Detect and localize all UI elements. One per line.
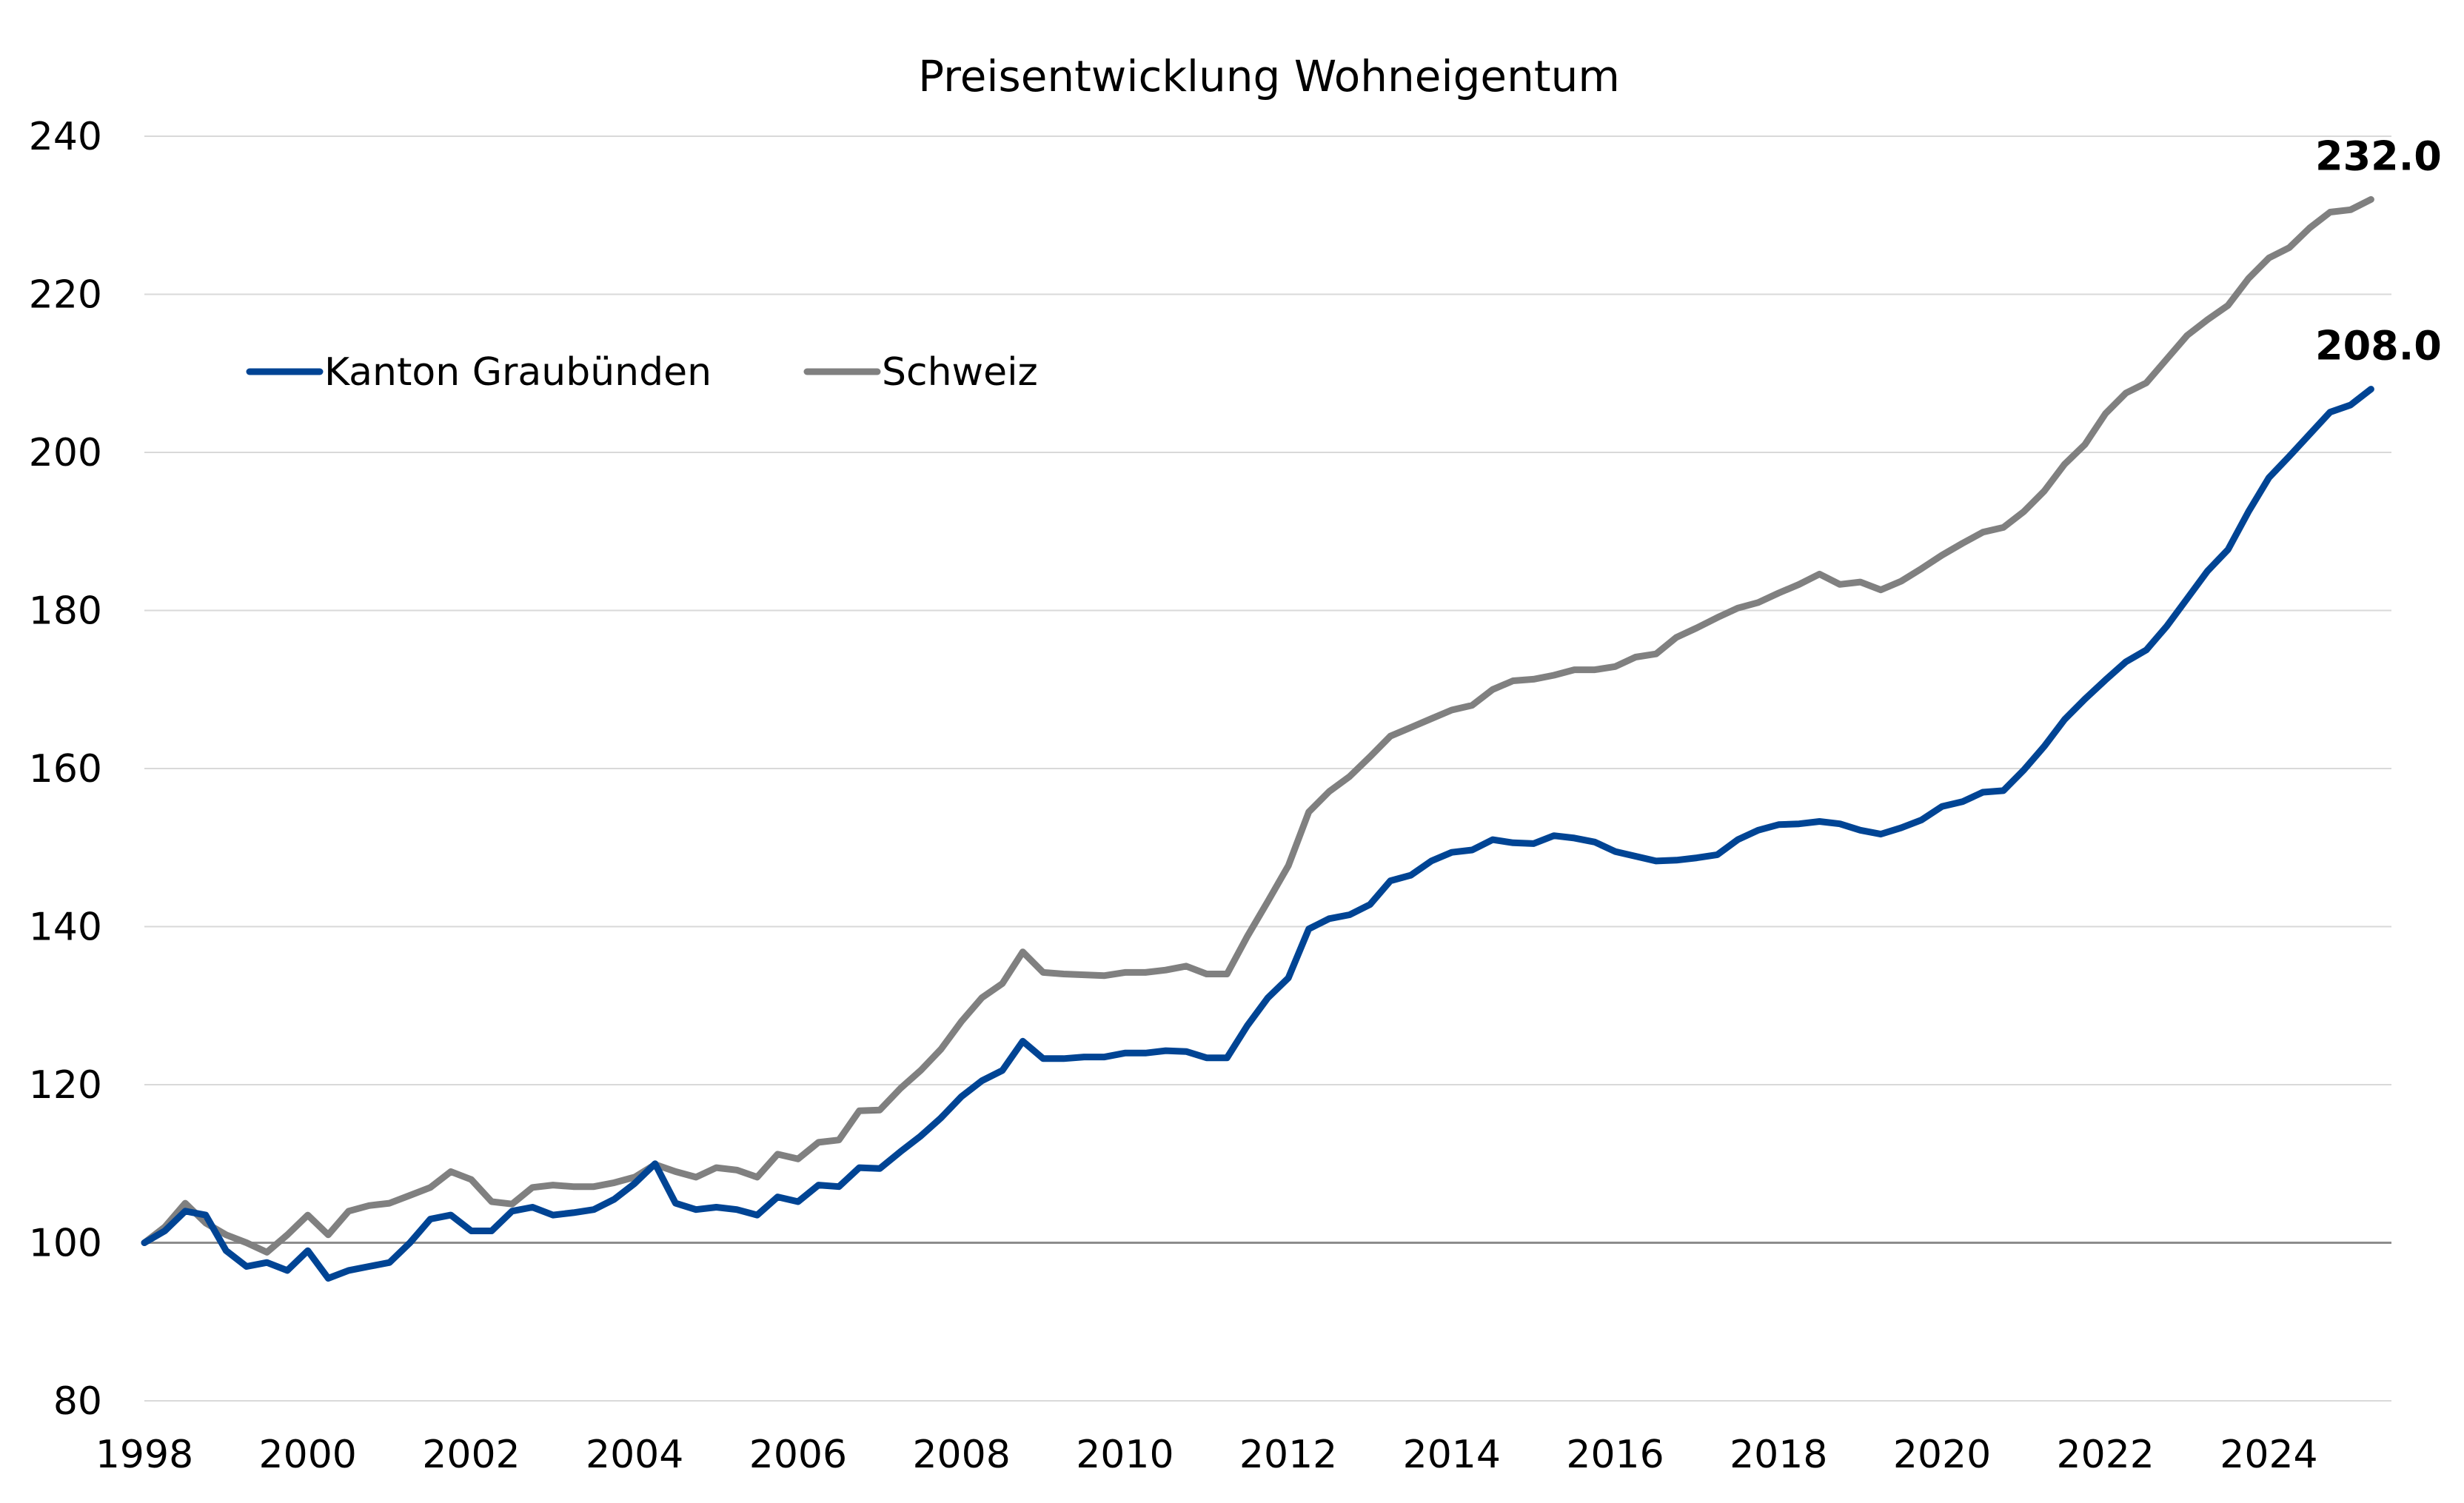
- y-tick-label: 180: [29, 589, 102, 634]
- end-value-label: 208.0: [2315, 323, 2442, 369]
- y-tick-label: 200: [29, 431, 102, 475]
- end-value-label: 232.0: [2315, 133, 2442, 179]
- y-tick-label: 100: [29, 1222, 102, 1266]
- x-tick-label: 2006: [749, 1433, 847, 1477]
- x-tick-label: 1998: [96, 1433, 193, 1477]
- x-tick-label: 2010: [1076, 1433, 1174, 1477]
- chart-title: Preisentwicklung Wohneigentum: [918, 51, 1620, 101]
- series-line-schweiz: [141, 195, 2374, 1256]
- y-axis-tick-labels: 80 100 120 140 160 180 200 220 240: [29, 115, 102, 1424]
- end-value-labels: 232.0 208.0: [2315, 133, 2442, 369]
- x-tick-label: 2024: [2220, 1433, 2317, 1477]
- legend-label: Schweiz: [882, 350, 1038, 395]
- legend: Kanton Graubünden Schweiz: [246, 350, 1038, 395]
- x-axis-tick-labels: 1998 2000 2002 2004 2006 2008 2010 2012 2014 2016…: [96, 1433, 2318, 1477]
- y-tick-label: 240: [29, 115, 102, 159]
- x-tick-label: 2014: [1403, 1433, 1501, 1477]
- x-tick-label: 2018: [1730, 1433, 1827, 1477]
- gridlines: [144, 135, 2391, 1402]
- x-tick-label: 2008: [912, 1433, 1010, 1477]
- x-tick-label: 2004: [586, 1433, 683, 1477]
- x-tick-label: 2002: [422, 1433, 520, 1477]
- legend-label: Kanton Graubünden: [324, 350, 712, 395]
- x-tick-label: 2022: [2057, 1433, 2155, 1477]
- y-tick-label: 140: [29, 906, 102, 950]
- y-tick-label: 220: [29, 273, 102, 318]
- y-tick-label: 120: [29, 1063, 102, 1108]
- x-tick-label: 2020: [1893, 1433, 1991, 1477]
- x-tick-label: 2016: [1566, 1433, 1664, 1477]
- series-lines: [141, 195, 2374, 1282]
- x-tick-label: 2000: [259, 1433, 357, 1477]
- y-tick-label: 160: [29, 747, 102, 791]
- series-line-kanton-graubuenden: [141, 386, 2374, 1282]
- y-tick-label: 80: [53, 1379, 102, 1424]
- x-tick-label: 2012: [1239, 1433, 1337, 1477]
